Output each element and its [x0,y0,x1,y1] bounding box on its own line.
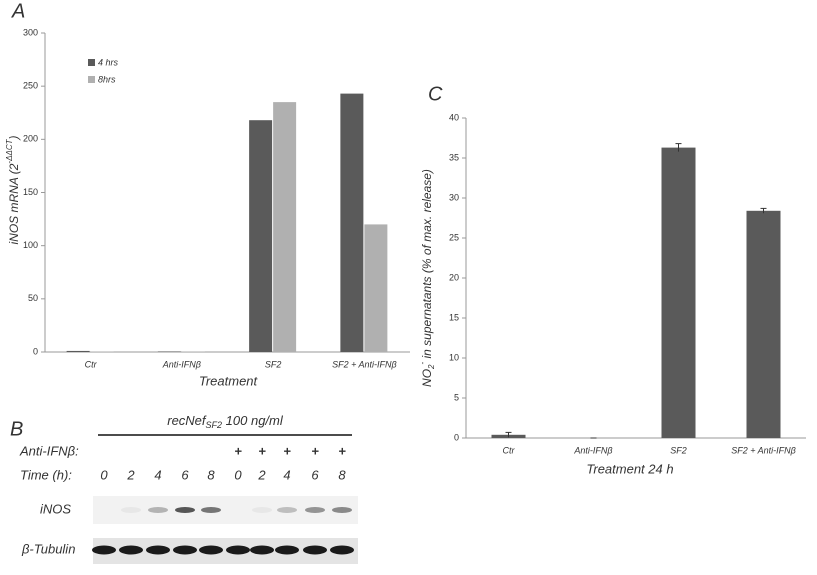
tubulin-band [226,545,250,555]
label-part: -ΔΔCT [5,138,14,163]
label-part: - [418,361,427,364]
y-tick-label: 200 [23,134,38,144]
inos-band [201,507,221,513]
y-tick-label: 100 [23,240,38,250]
y-tick-label: 25 [449,232,459,242]
tubulin-band [173,545,197,555]
bar [364,224,388,352]
time-label: 8 [338,467,346,482]
y-tick-label: 50 [28,293,38,303]
x-tick-label: SF2 + Anti-IFNβ [332,359,397,369]
bar [181,351,205,352]
y-axis-label: NO2- in supernatants (% of max. release) [418,169,436,387]
panel-label: B [10,418,23,440]
row-label: Anti-IFNβ: [19,443,79,458]
bar [249,120,273,353]
bar [90,351,114,352]
error-bar [675,143,682,152]
x-tick-label: SF2 [265,359,282,369]
inos-band [332,507,352,513]
bar [66,350,90,352]
legend-swatch [88,76,95,83]
y-tick-label: 300 [23,27,38,37]
x-axis-label: Treatment 24 h [586,461,673,476]
time-label: 6 [311,467,319,482]
x-tick-label: Anti-IFNβ [162,359,201,369]
panel-label: A [11,0,25,22]
y-tick-label: 10 [449,352,459,362]
y-tick-label: 0 [454,432,459,442]
inos-band [148,507,168,513]
row-label: iNOS [40,501,71,516]
inos-band [175,507,195,513]
tubulin-band [275,545,299,555]
time-label: 2 [126,467,135,482]
y-tick-label: 0 [33,346,38,356]
bar [273,102,297,352]
y-tick-label: 250 [23,81,38,91]
tubulin-band [119,545,143,555]
anti-mark: + [258,443,266,458]
inos-band [121,507,141,513]
legend-label: 8hrs [98,74,116,84]
time-label: 0 [100,467,108,482]
x-tick-label: Ctr [503,445,516,455]
bar [746,210,781,438]
label-part: recNef [167,413,207,428]
blot-background [93,496,358,524]
tubulin-band [199,545,223,555]
y-tick-label: 150 [23,187,38,197]
x-tick-label: Anti-IFNβ [573,445,612,455]
label-part: 2 [427,364,436,370]
time-label: 2 [257,467,266,482]
y-tick-label: 30 [449,192,459,202]
bar [340,93,364,353]
treatment-label: recNefSF2 100 ng/ml [167,413,284,430]
tubulin-band [303,545,327,555]
label-part: SF2 [206,420,223,430]
x-tick-label: Ctr [85,359,98,369]
bar [157,351,181,352]
inos-band [252,507,272,513]
tubulin-band [330,545,354,555]
x-tick-label: SF2 + Anti-IFNβ [731,445,796,455]
legend-label: 4 hrs [98,57,119,67]
tubulin-band [146,545,170,555]
row-label: β-Tubulin [21,541,75,556]
y-tick-label: 40 [449,112,459,122]
label-part: NO [420,369,434,387]
inos-band [277,507,297,513]
x-axis-label: Treatment [199,373,259,388]
time-label: 4 [154,467,161,482]
bar [661,147,696,438]
error-bar [505,431,512,438]
panel-label: C [428,83,443,105]
x-tick-label: SF2 [670,445,687,455]
legend-swatch [88,59,95,66]
time-label: 8 [207,467,215,482]
label-part: ) [7,136,21,142]
row-label: Time (h): [20,467,72,482]
tubulin-band [250,545,274,555]
y-tick-label: 35 [449,152,459,162]
y-tick-label: 5 [454,392,459,402]
error-bar [760,207,767,214]
tubulin-band [92,545,116,555]
anti-mark: + [311,443,319,458]
anti-mark: + [283,443,291,458]
y-axis-label: iNOS mRNA (2-ΔΔCT) [5,136,21,245]
time-label: 0 [234,467,242,482]
y-tick-label: 20 [449,272,459,282]
time-label: 6 [181,467,189,482]
label-part: 100 ng/ml [222,413,284,428]
anti-mark: + [234,443,242,458]
inos-band [305,507,325,513]
label-part: in supernatants (% of max. release) [420,169,434,362]
y-tick-label: 15 [449,312,459,322]
label-part: iNOS mRNA (2 [7,163,21,244]
anti-mark: + [338,443,346,458]
time-label: 4 [283,467,290,482]
